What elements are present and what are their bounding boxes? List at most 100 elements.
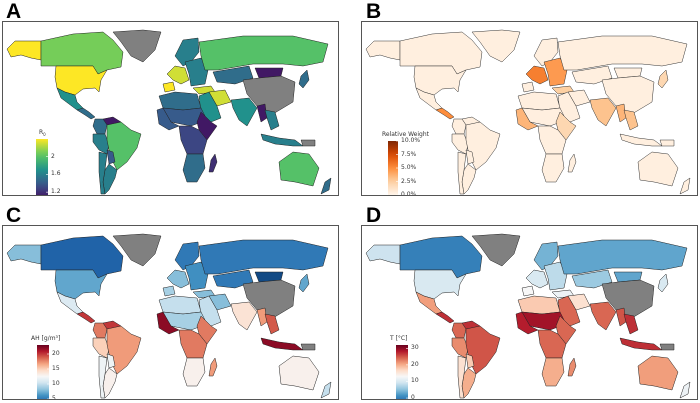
region-new-zealand <box>320 381 332 399</box>
region-western-europe <box>166 65 190 85</box>
colorbar-tick-label: 10.0% <box>401 137 421 144</box>
region-australia <box>637 355 679 391</box>
world-map-b <box>365 29 691 195</box>
world-map-c <box>6 233 332 399</box>
region-australia <box>278 151 320 187</box>
colorbar-tick-label: 15 <box>52 365 60 372</box>
colorbar-title: T [°C] <box>390 335 408 342</box>
region-eastern-europe <box>184 57 209 87</box>
region-central-africa <box>178 329 208 359</box>
region-australia <box>278 355 320 391</box>
region-bolivia <box>465 149 475 165</box>
colorbar-tick-label: 5 <box>52 395 56 400</box>
region-peru <box>451 133 469 155</box>
region-brazil <box>465 325 501 375</box>
region-chile <box>98 355 108 399</box>
colorbar-tick-label: 1.6 <box>51 170 61 178</box>
region-central-africa <box>178 125 208 155</box>
colorbar-a <box>36 139 48 195</box>
region-north-africa <box>158 295 202 315</box>
region-india <box>230 301 258 331</box>
colorbar-label-sub: 0 <box>43 132 46 138</box>
region-india <box>589 301 617 331</box>
region-western-europe <box>525 269 549 289</box>
region-southeast-asia <box>623 313 639 335</box>
region-southeast-asia <box>264 313 280 335</box>
panel-label-c: C <box>6 204 22 227</box>
region-papua <box>300 343 316 351</box>
region-china <box>601 75 655 115</box>
colorbar-tick-label: 7.5% <box>401 150 417 158</box>
region-western-europe <box>525 65 549 85</box>
region-china <box>242 279 296 319</box>
region-spain <box>521 81 535 93</box>
region-spain <box>162 81 176 93</box>
region-central-africa <box>537 329 567 359</box>
region-brazil <box>465 121 501 171</box>
region-russia <box>198 239 329 275</box>
region-scandinavia <box>533 37 559 67</box>
colorbar-tick-label: 1.2 <box>51 188 61 196</box>
region-indonesia <box>260 337 304 351</box>
colorbar-tick-label: 10 <box>52 380 60 387</box>
colorbar-tick-label: 0.0% <box>401 191 417 196</box>
region-scandinavia <box>174 37 200 67</box>
map-panel-c: AH [g/m³] 5 10 15 20 <box>2 225 339 400</box>
region-alaska <box>365 40 401 61</box>
region-bolivia <box>106 149 116 165</box>
region-scandinavia <box>533 241 559 271</box>
region-canada <box>399 235 483 279</box>
region-north-africa <box>158 91 202 111</box>
region-madagascar <box>208 357 218 377</box>
region-new-zealand <box>679 381 691 399</box>
region-australia <box>637 151 679 187</box>
colorbar-tick-label: 30 <box>411 344 419 352</box>
region-russia <box>557 239 688 275</box>
region-japan <box>298 273 310 293</box>
region-india <box>230 97 258 127</box>
map-panel-a: R0 1.2 1.6 2 <box>2 21 339 196</box>
region-eastern-europe <box>184 261 209 291</box>
region-bolivia <box>465 353 475 369</box>
world-map-d <box>365 233 691 399</box>
colorbar-tick-label: 20 <box>411 360 419 368</box>
region-japan <box>657 69 669 89</box>
region-brazil <box>106 325 142 375</box>
map-panel-d: T [°C] 0 10 20 30 <box>361 225 698 400</box>
region-southern-africa <box>182 357 206 387</box>
colorbar-title: R0 <box>39 129 46 137</box>
region-central-america <box>435 107 455 120</box>
region-brazil <box>106 121 142 171</box>
region-southeast-asia <box>264 109 280 131</box>
region-north-africa <box>517 91 561 111</box>
region-new-zealand <box>679 177 691 195</box>
panel-label-a: A <box>6 0 22 23</box>
region-canada <box>40 31 124 75</box>
region-alaska <box>365 244 401 265</box>
colorbar-tick-label: 5.0% <box>401 164 417 171</box>
region-madagascar <box>208 153 218 173</box>
region-greenland <box>471 233 521 267</box>
region-indonesia <box>619 337 663 351</box>
region-eastern-europe <box>543 261 568 291</box>
colorbar-label-main: R <box>39 129 44 136</box>
region-chile <box>98 151 108 195</box>
region-russia <box>198 35 329 71</box>
colorbar-tick-label: 0 <box>411 394 415 400</box>
colorbar-title: AH [g/m³] <box>31 335 61 342</box>
region-india <box>589 97 617 127</box>
region-peru <box>92 133 110 155</box>
colorbar-d <box>396 345 408 399</box>
region-alaska <box>6 40 42 61</box>
region-new-zealand <box>320 177 332 195</box>
panel-label-d: D <box>366 204 382 227</box>
map-panel-b: Relative Weight 0.0% 2.5% 5.0% 7.5% 10.0% <box>361 21 698 196</box>
region-madagascar <box>567 153 577 173</box>
region-papua <box>659 139 675 147</box>
region-eastern-europe <box>543 57 568 87</box>
region-north-africa <box>517 295 561 315</box>
region-indonesia <box>260 133 304 147</box>
region-peru <box>92 337 110 359</box>
region-southern-africa <box>182 153 206 183</box>
region-canada <box>40 235 124 279</box>
